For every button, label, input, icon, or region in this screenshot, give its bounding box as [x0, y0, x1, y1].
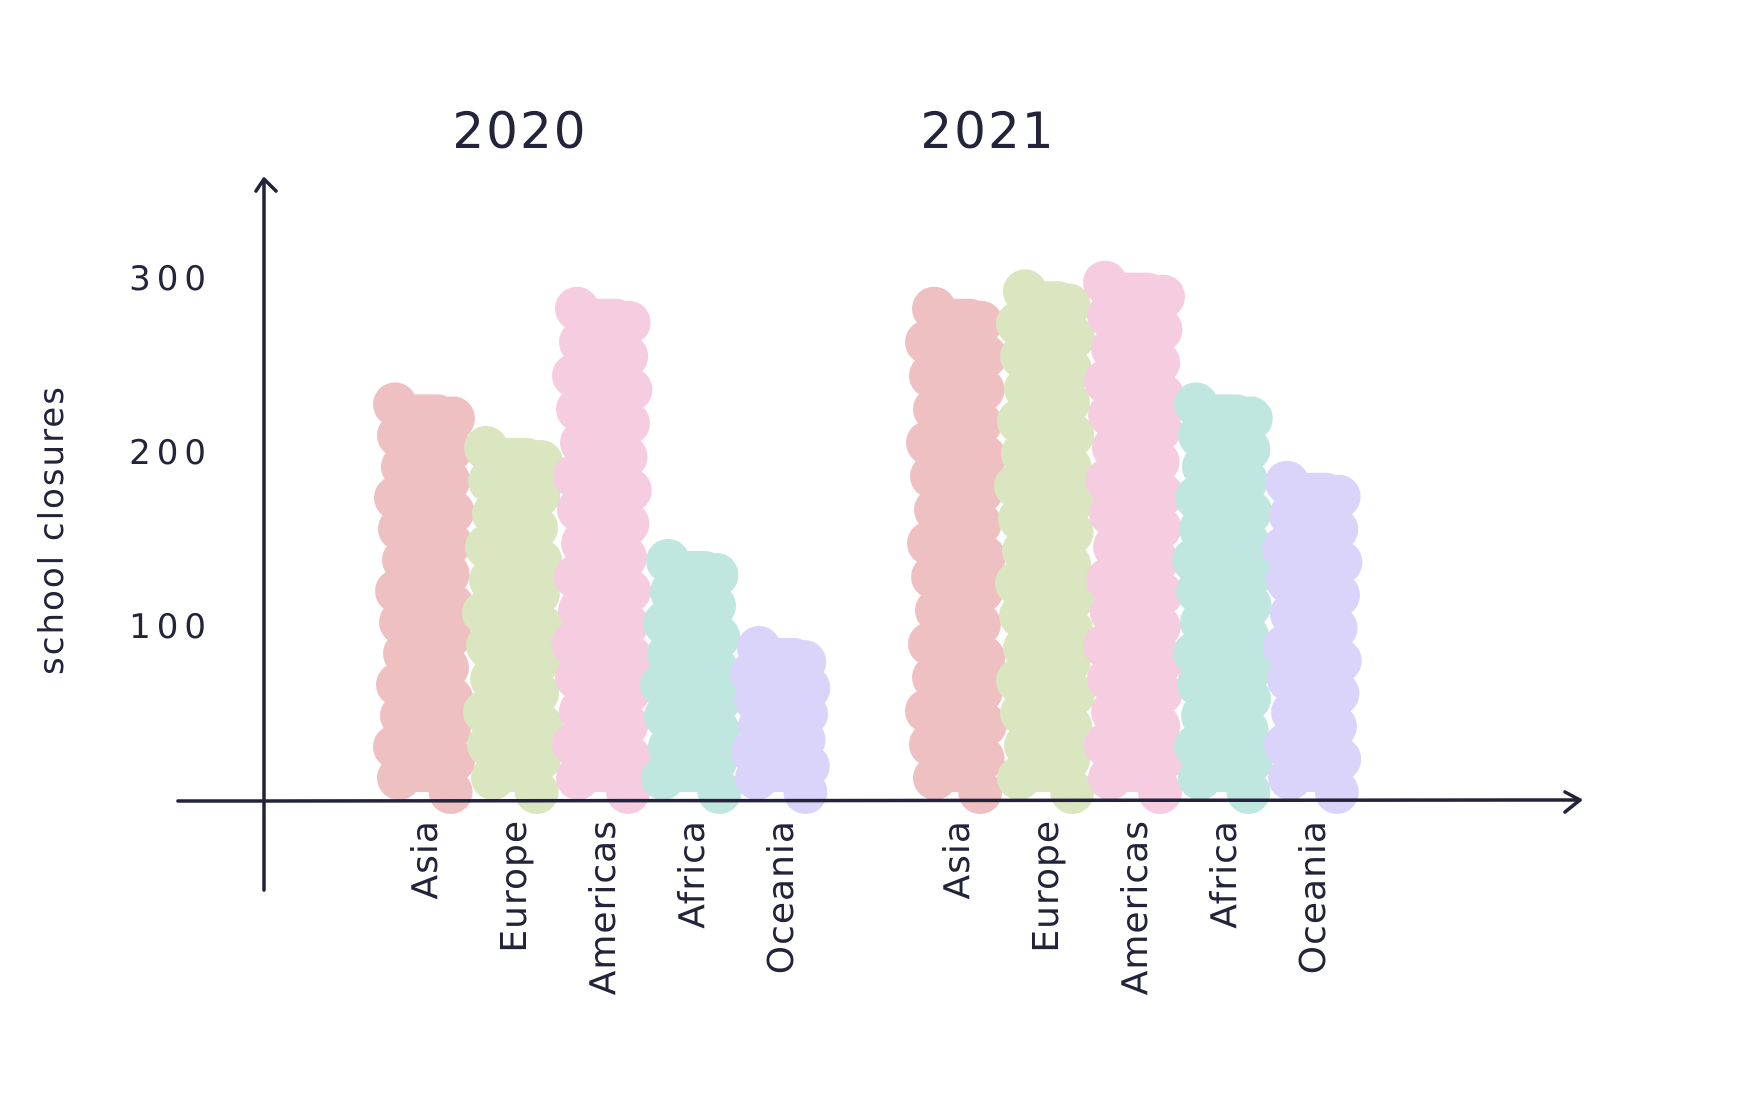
y-tick-label-200: 200: [129, 433, 212, 473]
category-label-2021-oceania: Oceania: [1293, 820, 1334, 974]
category-label-2021-americas: Americas: [1115, 820, 1156, 995]
y-tick-labels: 100 200 300: [129, 259, 212, 647]
bars-layer: [373, 260, 1363, 814]
group-titles: 2020 2021: [452, 102, 1055, 160]
y-axis-arrow: [254, 177, 278, 193]
category-label-2020-africa: Africa: [672, 820, 713, 929]
bar-2020-americas: [551, 286, 653, 814]
bar-2021-europe: [994, 269, 1096, 814]
category-label-2021-asia: Asia: [937, 820, 978, 899]
category-labels: Asia Europe Americas Africa Oceania Asia Europ…: [405, 820, 1334, 995]
bar-2021-americas: [1083, 260, 1185, 814]
bar-2020-asia: [373, 382, 475, 814]
bar-2021-oceania: [1262, 460, 1363, 814]
category-label-2020-oceania: Oceania: [761, 820, 802, 974]
category-label-2020-americas: Americas: [583, 820, 624, 995]
axes: [176, 177, 1582, 892]
bar-2021-africa: [1172, 382, 1274, 814]
category-label-2020-europe: Europe: [494, 820, 535, 953]
group-title-2020: 2020: [452, 102, 587, 160]
category-label-2021-europe: Europe: [1026, 820, 1067, 953]
category-label-2021-africa: Africa: [1204, 820, 1245, 929]
y-axis-label: school closures: [32, 385, 72, 675]
bar-2021-asia: [905, 286, 1007, 814]
y-tick-label-100: 100: [129, 607, 212, 647]
bar-2020-europe: [462, 425, 564, 814]
group-title-2021: 2021: [920, 102, 1055, 160]
x-axis-arrow: [1563, 790, 1582, 814]
y-tick-label-300: 300: [129, 259, 212, 299]
x-axis-line: [176, 798, 1582, 803]
bar-2020-oceania: [730, 626, 831, 814]
category-label-2020-asia: Asia: [405, 820, 446, 899]
bar-2020-africa: [640, 539, 742, 814]
